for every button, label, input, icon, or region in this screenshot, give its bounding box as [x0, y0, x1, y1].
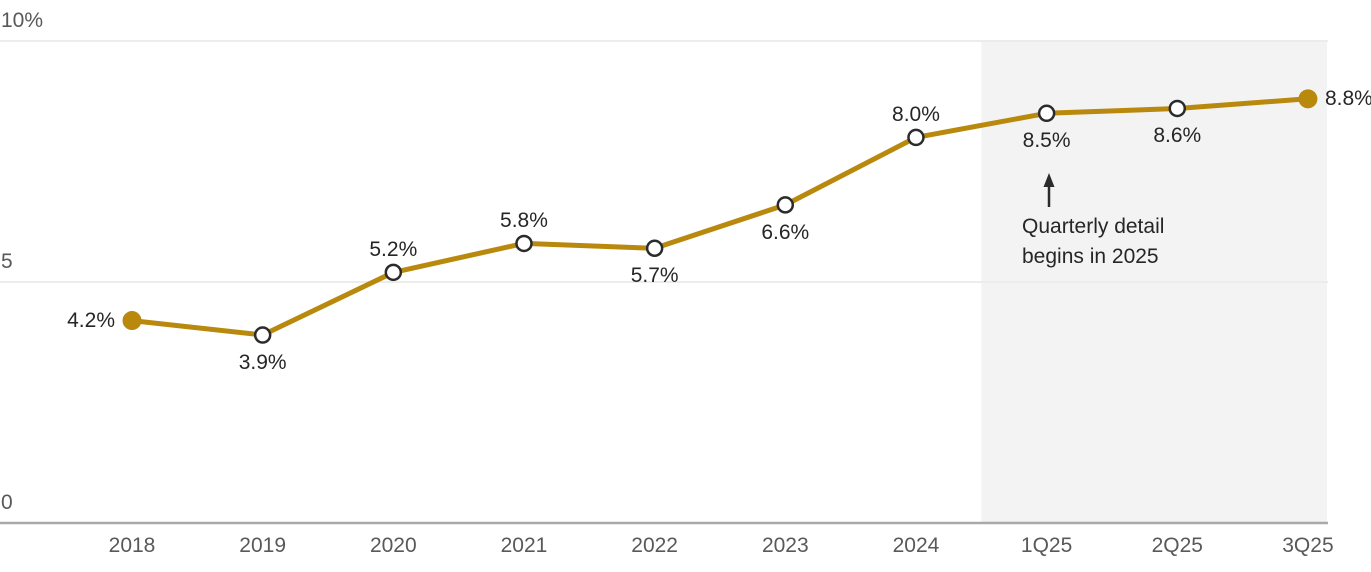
data-point-2023 [776, 196, 795, 214]
up-arrow-head [1043, 173, 1055, 187]
data-point-2021 [515, 234, 533, 253]
data-point-2020 [384, 263, 403, 282]
data-point-2022 [645, 239, 664, 258]
data-point-2019 [253, 326, 272, 344]
data-point-1Q25 [1037, 104, 1056, 123]
data-point-2018 [122, 311, 142, 331]
annotation-line-1: Quarterly detail [1022, 215, 1165, 238]
data-point-2024 [907, 128, 925, 147]
series-line [129, 96, 1311, 338]
annotation-line-2: begins in 2025 [1022, 245, 1159, 268]
data-point-3Q25 [1298, 89, 1318, 109]
data-point-2Q25 [1168, 99, 1187, 118]
up-arrow-icon [1043, 173, 1055, 207]
annotation: Quarterly detail begins in 2025 [1022, 212, 1164, 272]
